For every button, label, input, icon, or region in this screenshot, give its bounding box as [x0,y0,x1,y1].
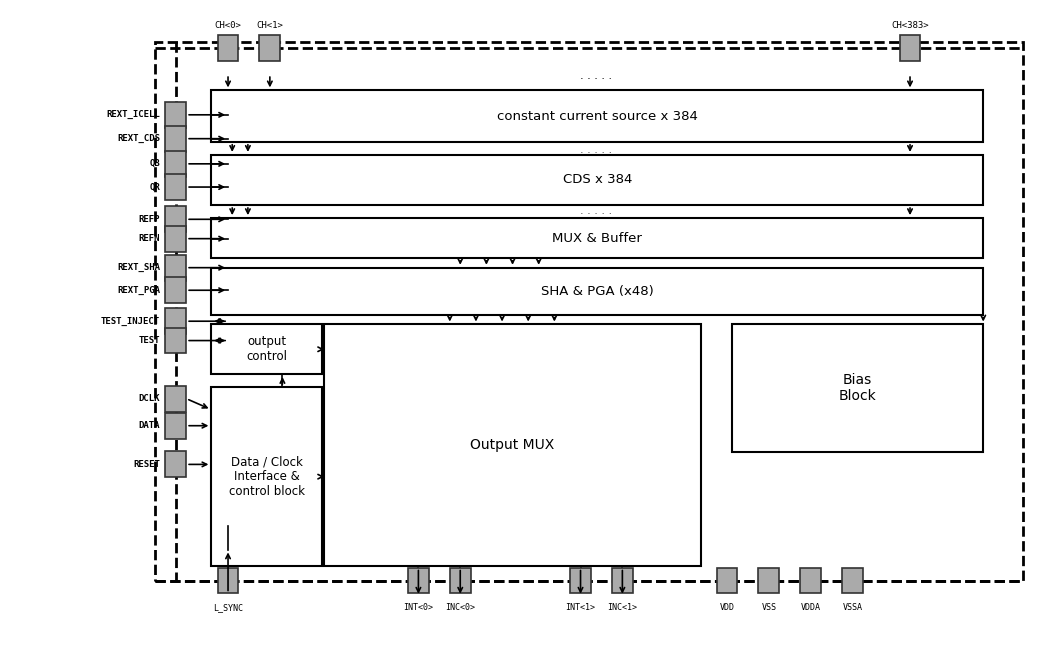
Text: . . . . .: . . . . . [581,71,612,81]
Bar [211,155,983,205]
Text: TEST_INJECT: TEST_INJECT [100,317,160,326]
Bar [211,218,983,258]
Bar [408,568,429,593]
Bar [165,206,186,232]
Bar [165,277,186,303]
Text: INC<0>: INC<0> [446,603,475,612]
Bar [324,324,701,566]
Text: REXT_ICELL: REXT_ICELL [107,110,160,119]
Bar [218,568,238,593]
Text: REXT_SHA: REXT_SHA [117,263,160,272]
Text: CH<383>: CH<383> [891,21,929,30]
Text: CH<1>: CH<1> [256,21,283,30]
Text: Bias
Block: Bias Block [839,373,877,403]
Bar [211,268,983,315]
Text: MUX & Buffer: MUX & Buffer [552,232,642,244]
Text: INT<0>: INT<0> [404,603,433,612]
Bar [165,386,186,412]
Text: VSS: VSS [761,603,776,612]
Bar [165,126,186,152]
Text: QR: QR [150,183,160,192]
Bar [732,324,983,452]
Text: Output MUX: Output MUX [471,439,554,452]
Text: VDDA: VDDA [800,603,821,612]
Text: CDS x 384: CDS x 384 [563,174,632,186]
Bar [165,255,186,281]
Bar [155,42,1023,580]
Text: . . . . .: . . . . . [581,206,612,216]
Text: REXT_PGA: REXT_PGA [117,286,160,295]
Bar [800,568,821,593]
Bar [211,387,322,566]
Text: . . . . .: . . . . . [581,71,612,81]
Text: CH<0>: CH<0> [214,21,242,30]
Text: VDD: VDD [720,603,734,612]
Text: VSSA: VSSA [842,603,863,612]
Text: REFN: REFN [138,234,160,243]
Bar [165,226,186,252]
Bar [165,174,186,200]
Bar [211,90,983,142]
Text: REFP: REFP [138,215,160,224]
Bar [165,413,186,439]
Text: INT<1>: INT<1> [566,603,595,612]
Bar [218,35,238,61]
Text: output
control: output control [246,335,288,363]
Bar [165,451,186,477]
Bar [612,568,633,593]
Bar [450,568,471,593]
Text: SHA & PGA (x48): SHA & PGA (x48) [541,284,654,298]
Bar [165,308,186,334]
Text: DATA: DATA [138,421,160,430]
Bar [570,568,591,593]
Text: RESET: RESET [133,460,160,469]
Bar [842,568,863,593]
Bar [717,568,737,593]
Text: QB: QB [150,159,160,168]
Bar [165,328,186,353]
Text: L_SYNC: L_SYNC [213,603,243,612]
Bar [165,151,186,177]
Bar [758,568,779,593]
Text: Data / Clock
Interface &
control block: Data / Clock Interface & control block [229,455,304,498]
Bar [259,35,280,61]
Text: . . . . .: . . . . . [581,144,612,155]
Bar [211,324,322,374]
Text: INC<1>: INC<1> [608,603,637,612]
Bar [165,102,186,128]
Text: constant current source x 384: constant current source x 384 [497,110,698,123]
Text: DCLK: DCLK [138,394,160,403]
Text: TEST: TEST [138,336,160,345]
Bar [900,35,920,61]
Text: REXT_CDS: REXT_CDS [117,134,160,143]
